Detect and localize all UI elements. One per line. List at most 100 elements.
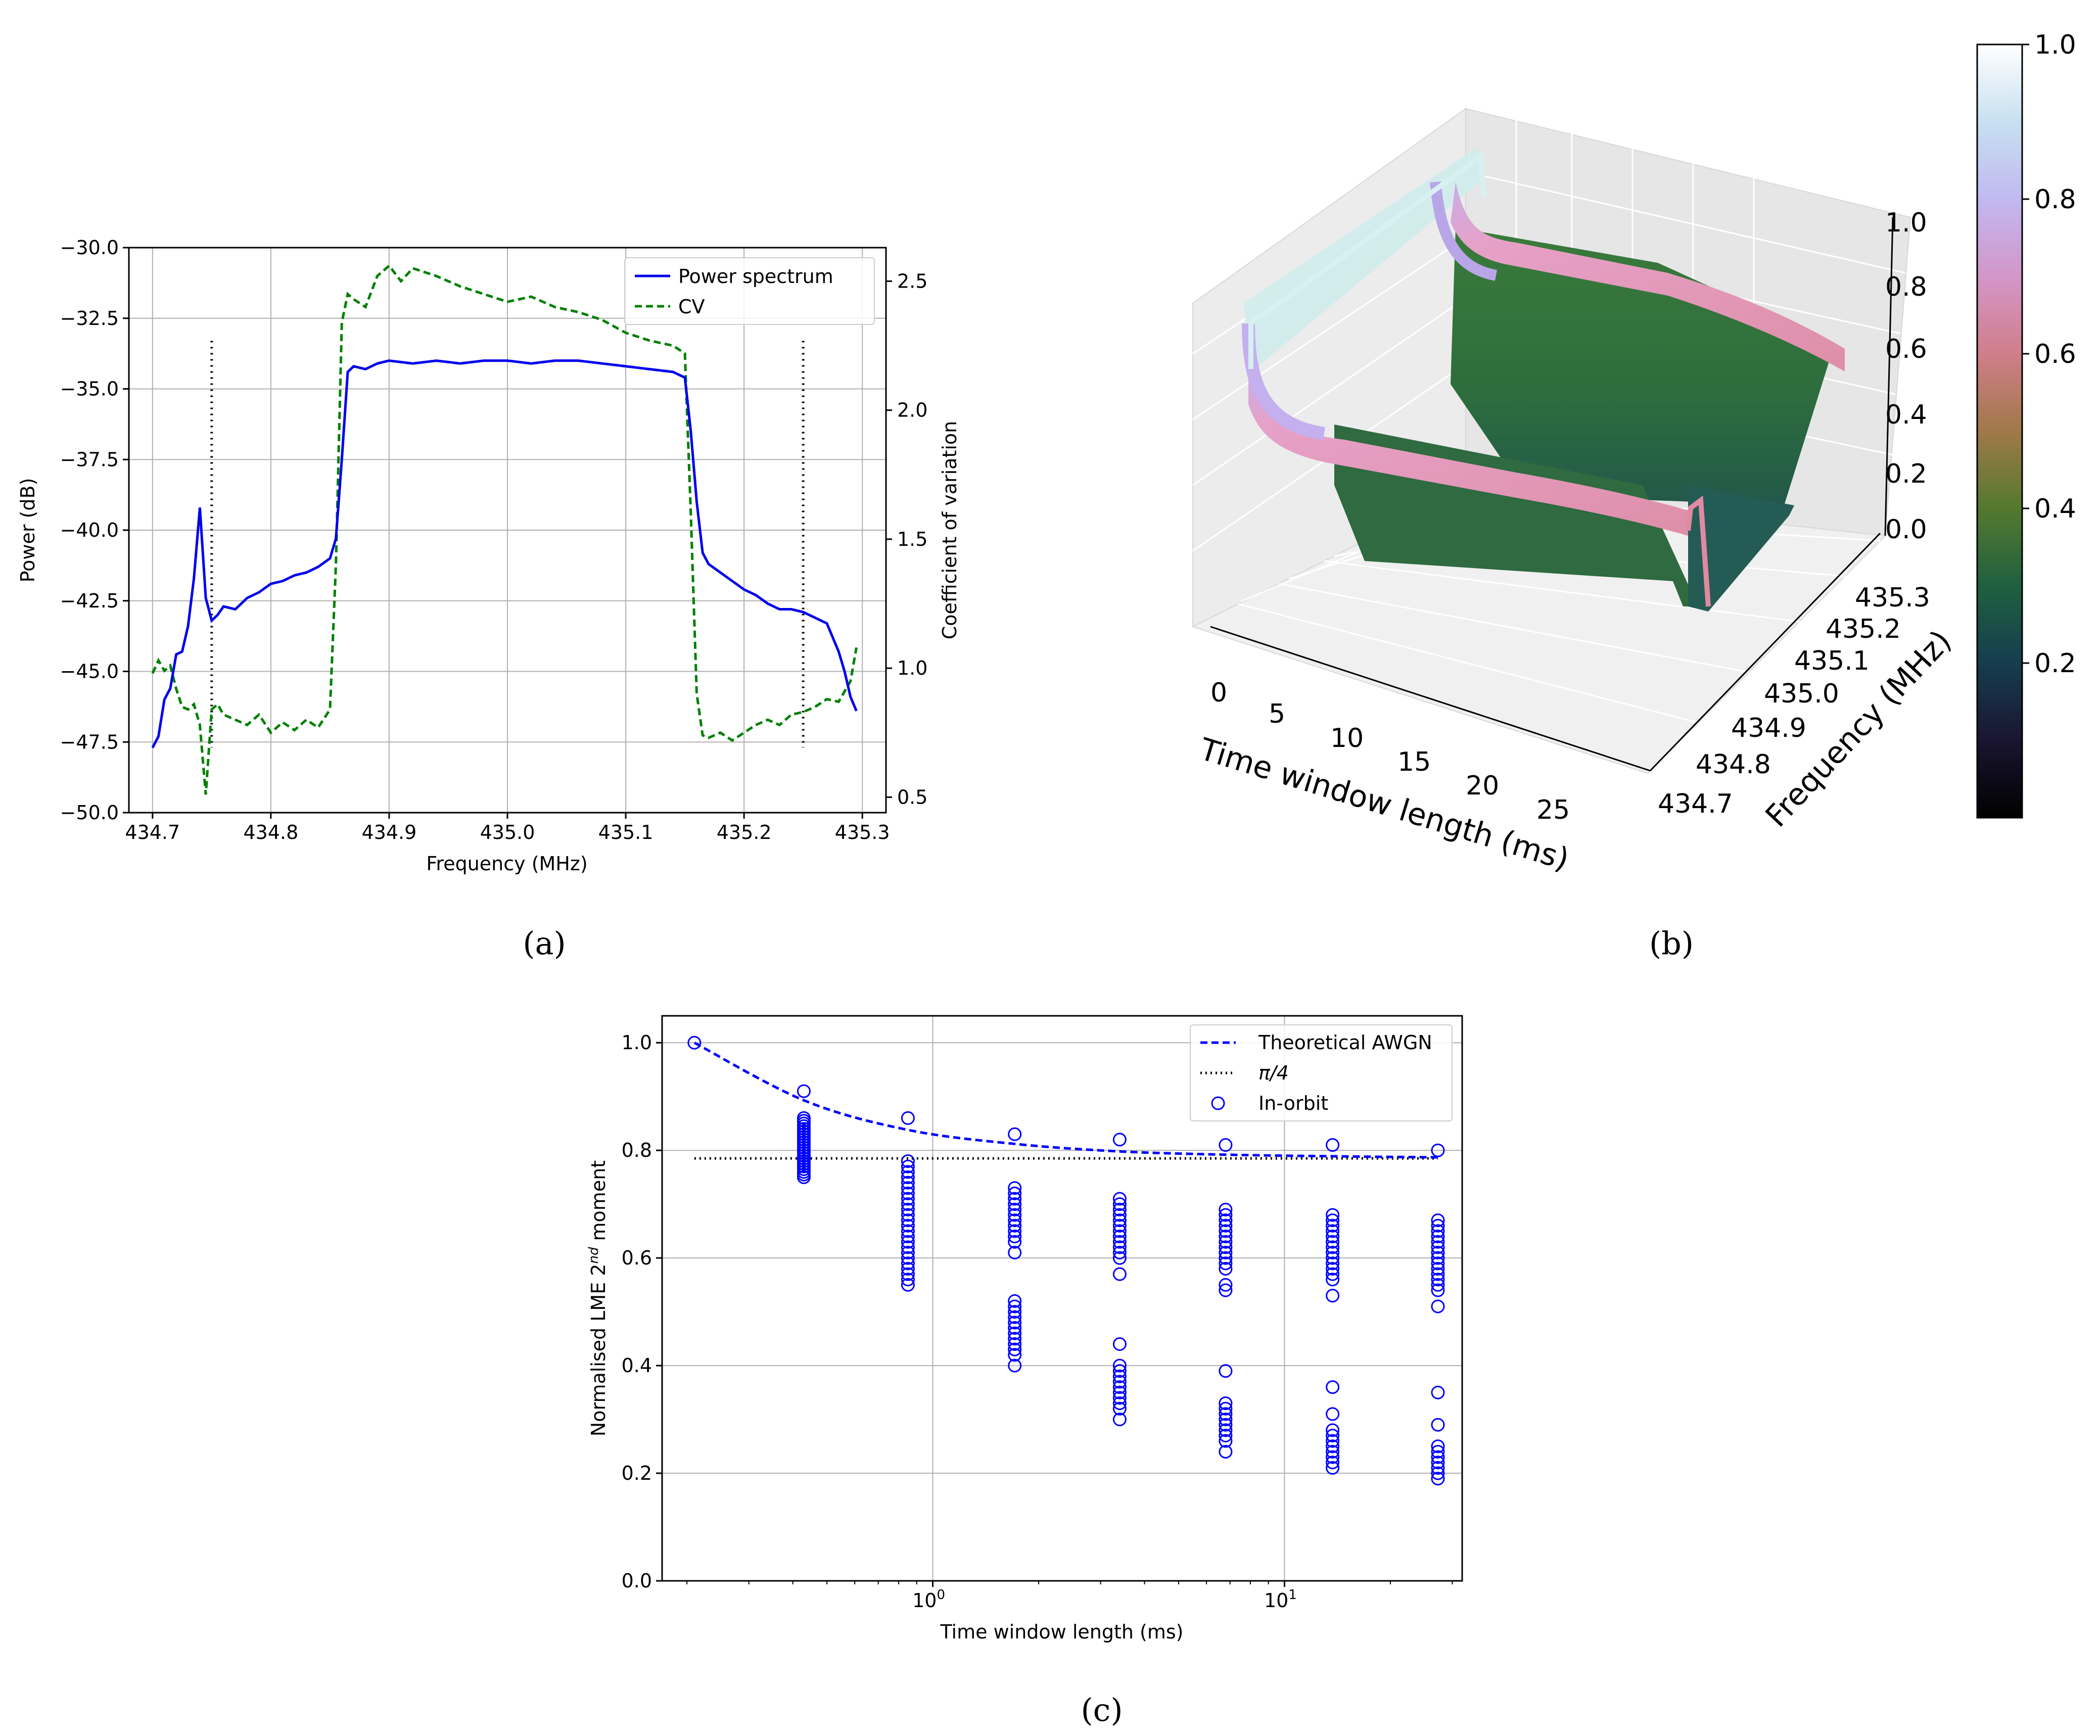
- legend-inorbit-marker: [1211, 1096, 1225, 1110]
- c-inorbit-point: [1112, 1245, 1127, 1259]
- c-inorbit-point: [1219, 1283, 1233, 1297]
- c-inorbit-point: [1112, 1192, 1127, 1206]
- c-inorbit-point: [1112, 1369, 1127, 1383]
- b-ztick: 0.6: [1885, 334, 1927, 364]
- c-inorbit-point: [1219, 1418, 1233, 1432]
- b-ztick: 0.2: [1885, 459, 1927, 489]
- a-ytick-label: −35.0: [60, 378, 119, 400]
- panel-c-legend: Theoretical AWGN π/4 In-orbit: [1190, 1024, 1453, 1121]
- c-inorbit-point: [1219, 1278, 1233, 1292]
- panel-b-z-ticks: 0.0 0.2 0.4 0.6 0.8 1.0: [1885, 208, 1927, 545]
- c-inorbit-point: [1326, 1450, 1340, 1464]
- c-inorbit-point: [1219, 1213, 1233, 1228]
- c-inorbit-point: [901, 1278, 915, 1292]
- b-ytick: 435.1: [1794, 646, 1870, 676]
- c-inorbit-point: [1008, 1310, 1022, 1324]
- c-inorbit-point: [1008, 1245, 1022, 1259]
- c-inorbit-point: [1112, 1240, 1127, 1254]
- panel-c-x-ticks: 100 10 1: [686, 1581, 1453, 1612]
- c-inorbit-point: [1431, 1261, 1445, 1276]
- c-inorbit-point: [1326, 1213, 1340, 1228]
- c-inorbit-point: [1219, 1251, 1233, 1265]
- c-inorbit-point: [1112, 1385, 1127, 1399]
- c-inorbit-point: [1431, 1283, 1445, 1297]
- c-xtick-exp: 1: [1288, 1587, 1297, 1603]
- c-xtick-exp: 0: [937, 1587, 945, 1603]
- c-ytick-label: 0.0: [622, 1570, 652, 1592]
- a-xtick-label: 434.9: [362, 821, 417, 843]
- panel-a-y-ticks: −30.0 −32.5 −35.0 −37.5 −40.0 −42.5 −45.0 −47.5…: [60, 237, 129, 824]
- c-inorbit-point: [1219, 1240, 1233, 1254]
- a-ytick-label: −42.5: [60, 590, 119, 612]
- c-inorbit-point: [1008, 1305, 1022, 1319]
- c-inorbit-point: [1326, 1407, 1340, 1421]
- c-inorbit-point: [1112, 1230, 1127, 1244]
- c-inorbit-point: [687, 1036, 702, 1050]
- a-ytick-label: −30.0: [60, 237, 119, 259]
- panel-a-power-spectrum: 434.7 434.8 434.9 435.0 435.1 435.2 435.3 −30.…: [17, 237, 961, 962]
- a-y2tick-label: 1.5: [897, 528, 927, 550]
- c-inorbit-point: [1219, 1444, 1233, 1459]
- c-inorbit-point: [1431, 1251, 1445, 1265]
- c-inorbit-point: [901, 1186, 915, 1200]
- panel-c-frame: [661, 1015, 1463, 1582]
- c-inorbit-point: [901, 1111, 915, 1125]
- c-inorbit-point: [1219, 1396, 1233, 1411]
- c-inorbit-point: [1008, 1181, 1022, 1195]
- b-colorbar-tick-label: 0.8: [2034, 184, 2076, 215]
- c-inorbit-point: [1112, 1401, 1127, 1416]
- a-ytick-label: −47.5: [60, 731, 119, 753]
- c-inorbit-point: [1008, 1224, 1022, 1238]
- c-inorbit-point: [1112, 1337, 1127, 1351]
- b-colorbar-tick-label: 1.0: [2034, 30, 2076, 60]
- c-inorbit-point: [1112, 1202, 1127, 1216]
- c-inorbit-point: [1326, 1251, 1340, 1265]
- c-inorbit-point: [1112, 1413, 1127, 1427]
- c-inorbit-point: [1219, 1245, 1233, 1259]
- b-colorbar-tick-label: 0.4: [2034, 494, 2076, 524]
- c-inorbit-point: [1219, 1423, 1233, 1437]
- c-inorbit-point: [1112, 1133, 1127, 1147]
- c-inorbit-point: [1326, 1461, 1340, 1475]
- c-inorbit-point: [901, 1165, 915, 1179]
- b-ytick: 435.3: [1855, 583, 1930, 613]
- c-inorbit-point: [1326, 1439, 1340, 1453]
- c-inorbit-point: [1219, 1407, 1233, 1421]
- c-inorbit-point: [1219, 1413, 1233, 1427]
- c-inorbit-point: [1219, 1218, 1233, 1233]
- legend-cv-label: CV: [678, 296, 705, 318]
- c-xtick-label: 100: [912, 1587, 945, 1612]
- legend-awgn-label: Theoretical AWGN: [1258, 1031, 1432, 1054]
- c-inorbit-point: [1112, 1218, 1127, 1233]
- a-xtick-label: 434.8: [243, 821, 298, 843]
- a-xtick-label: 435.3: [835, 821, 890, 843]
- c-inorbit-point: [1219, 1256, 1233, 1271]
- c-inorbit-point: [901, 1251, 915, 1265]
- c-inorbit-point: [1112, 1396, 1127, 1411]
- c-inorbit-point: [1326, 1208, 1340, 1222]
- c-ytick-label: 0.6: [622, 1247, 652, 1269]
- b-ytick: 435.0: [1764, 679, 1839, 709]
- c-inorbit-point: [1008, 1230, 1022, 1244]
- panel-b-colorbar: [1976, 43, 2023, 819]
- c-xtick-base: 10: [912, 1589, 937, 1612]
- panel-a-x-ticks: 434.7 434.8 434.9 435.0 435.1 435.2 435.3: [125, 813, 890, 843]
- c-inorbit-point: [1112, 1224, 1127, 1238]
- surface-band-back-edge: [1430, 181, 1498, 281]
- c-inorbit-point: [901, 1261, 915, 1276]
- panel-c-lme-moment: 100 101 0.00.20.40.60.81.0 Theoretical AW…: [586, 1015, 1463, 1728]
- c-inorbit-point: [1431, 1213, 1445, 1228]
- b-ytick: 435.2: [1826, 614, 1901, 644]
- c-inorbit-point: [1431, 1256, 1445, 1271]
- c-inorbit-point: [901, 1245, 915, 1259]
- c-inorbit-point: [1326, 1456, 1340, 1470]
- a-y2tick-label: 1.0: [897, 657, 927, 679]
- b-colorbar-tick-label: 0.6: [2034, 339, 2076, 369]
- c-inorbit-point: [1112, 1251, 1127, 1265]
- c-inorbit-point: [901, 1197, 915, 1211]
- c-inorbit-point: [901, 1192, 915, 1206]
- panel-a-grid: [129, 247, 886, 813]
- panel-a-y2-label: Coefficient of variation: [939, 421, 961, 640]
- legend-inorbit-label: In-orbit: [1258, 1092, 1328, 1114]
- c-inorbit-point: [1431, 1143, 1445, 1157]
